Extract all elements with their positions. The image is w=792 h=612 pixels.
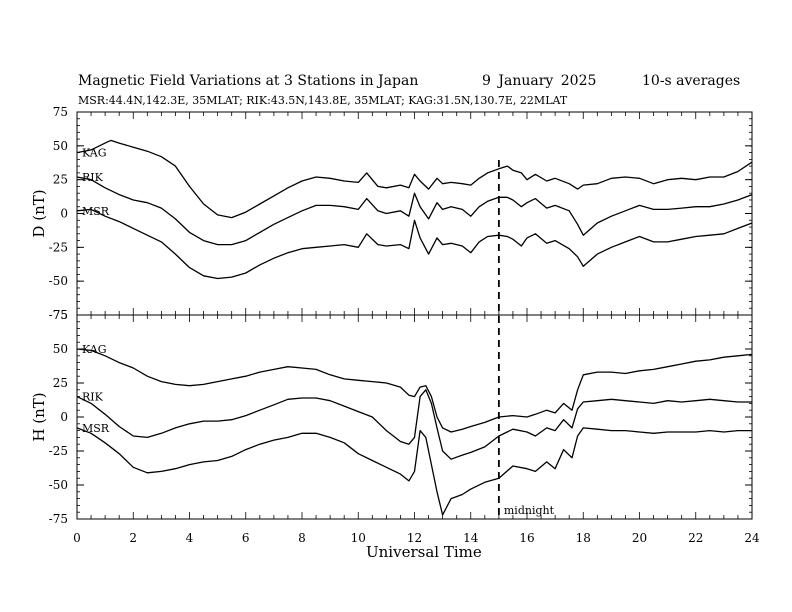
d-series-rik-line	[76, 176, 753, 246]
d-y-tick-label: 75	[53, 105, 68, 119]
x-tick-label: 24	[744, 531, 760, 545]
x-tick-label: 8	[298, 531, 306, 545]
h-series-msr-label: MSR	[82, 422, 110, 435]
h-series-rik-label: RIK	[82, 391, 104, 404]
station-coordinates: MSR:44.4N,142.3E, 35MLAT; RIK:43.5N,143.…	[78, 94, 568, 107]
averaging-label: 10-s averages	[642, 73, 741, 89]
chart-date: 9 January 2025	[482, 73, 597, 89]
x-tick-label: 18	[576, 531, 591, 545]
d-y-tick-label: -25	[49, 240, 68, 254]
x-tick-label: 12	[407, 531, 422, 545]
d-series-msr-label: MSR	[82, 205, 110, 218]
x-tick-label: 2	[129, 531, 137, 545]
d-y-tick-label: 0	[60, 207, 68, 221]
x-tick-label: 22	[688, 531, 703, 545]
x-tick-label: 0	[73, 531, 81, 545]
x-tick-label: 14	[463, 531, 479, 545]
h-y-axis-label: H (nT)	[30, 392, 48, 441]
d-y-tick-label: -50	[49, 274, 68, 288]
h-series-kag-label: KAG	[82, 343, 107, 356]
midnight-label: midnight	[504, 504, 555, 517]
h-y-tick-label: -75	[49, 512, 68, 526]
h-y-tick-label: -50	[49, 478, 68, 492]
d-y-tick-label: -75	[49, 308, 68, 322]
h-series-rik-line	[76, 389, 752, 460]
h-y-tick-label: -25	[49, 444, 68, 458]
d-y-axis-label: D (nT)	[30, 189, 48, 237]
h-panel-frame	[76, 314, 753, 520]
d-series-rik-label: RIK	[82, 171, 104, 184]
x-tick-label: 16	[519, 531, 534, 545]
h-series-kag-line	[76, 348, 753, 433]
h-y-tick-label: 75	[53, 308, 68, 322]
chart-title: Magnetic Field Variations at 3 Stations …	[78, 73, 419, 89]
x-tick-label: 4	[186, 531, 194, 545]
d-y-tick-label: 50	[53, 139, 68, 153]
x-tick-label: 20	[632, 531, 647, 545]
h-series-msr-line	[76, 427, 752, 516]
h-y-tick-label: 0	[60, 410, 68, 424]
x-axis-label: Universal Time	[366, 543, 482, 561]
d-panel-frame	[76, 111, 753, 316]
h-y-tick-label: 25	[53, 376, 68, 390]
d-series-kag-label: KAG	[82, 147, 107, 160]
x-tick-label: 10	[351, 531, 366, 545]
d-y-tick-label: 25	[53, 173, 68, 187]
x-tick-label: 6	[242, 531, 250, 545]
d-series-msr-line	[76, 208, 753, 280]
d-series-kag-line	[76, 139, 753, 219]
h-y-tick-label: 50	[53, 342, 68, 356]
